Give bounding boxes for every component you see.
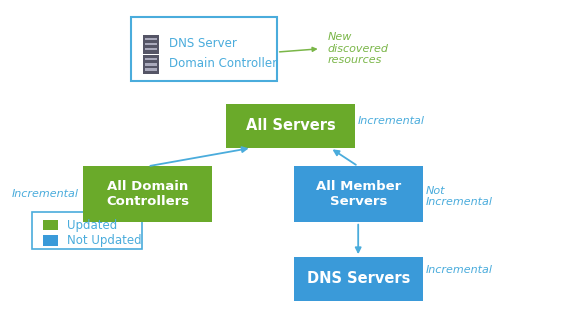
Text: All Servers: All Servers xyxy=(246,119,336,133)
Text: Incremental: Incremental xyxy=(12,189,79,199)
Bar xyxy=(146,48,157,50)
Bar xyxy=(146,68,157,71)
Bar xyxy=(130,17,277,81)
Text: Not
Incremental: Not Incremental xyxy=(426,186,493,207)
Bar xyxy=(42,220,59,230)
Bar xyxy=(32,212,142,249)
Bar xyxy=(146,58,157,60)
Bar xyxy=(146,63,157,66)
Text: All Member
Servers: All Member Servers xyxy=(316,180,401,208)
Text: All Domain
Controllers: All Domain Controllers xyxy=(106,180,189,208)
Bar xyxy=(146,43,157,45)
Text: Incremental: Incremental xyxy=(358,116,425,126)
Text: Not Updated: Not Updated xyxy=(67,234,142,247)
Bar xyxy=(293,257,423,301)
Text: Domain Controller: Domain Controller xyxy=(169,57,277,70)
Bar xyxy=(143,55,159,74)
Text: Incremental: Incremental xyxy=(426,265,493,276)
Bar xyxy=(42,235,59,246)
Text: New
discovered
resources: New discovered resources xyxy=(327,32,388,65)
Bar xyxy=(293,166,423,222)
Bar xyxy=(146,38,157,40)
Bar xyxy=(83,166,212,222)
Bar xyxy=(143,35,159,54)
Bar xyxy=(226,104,356,148)
Text: Updated: Updated xyxy=(67,219,117,232)
Text: DNS Server: DNS Server xyxy=(169,37,237,50)
Text: DNS Servers: DNS Servers xyxy=(306,271,410,286)
